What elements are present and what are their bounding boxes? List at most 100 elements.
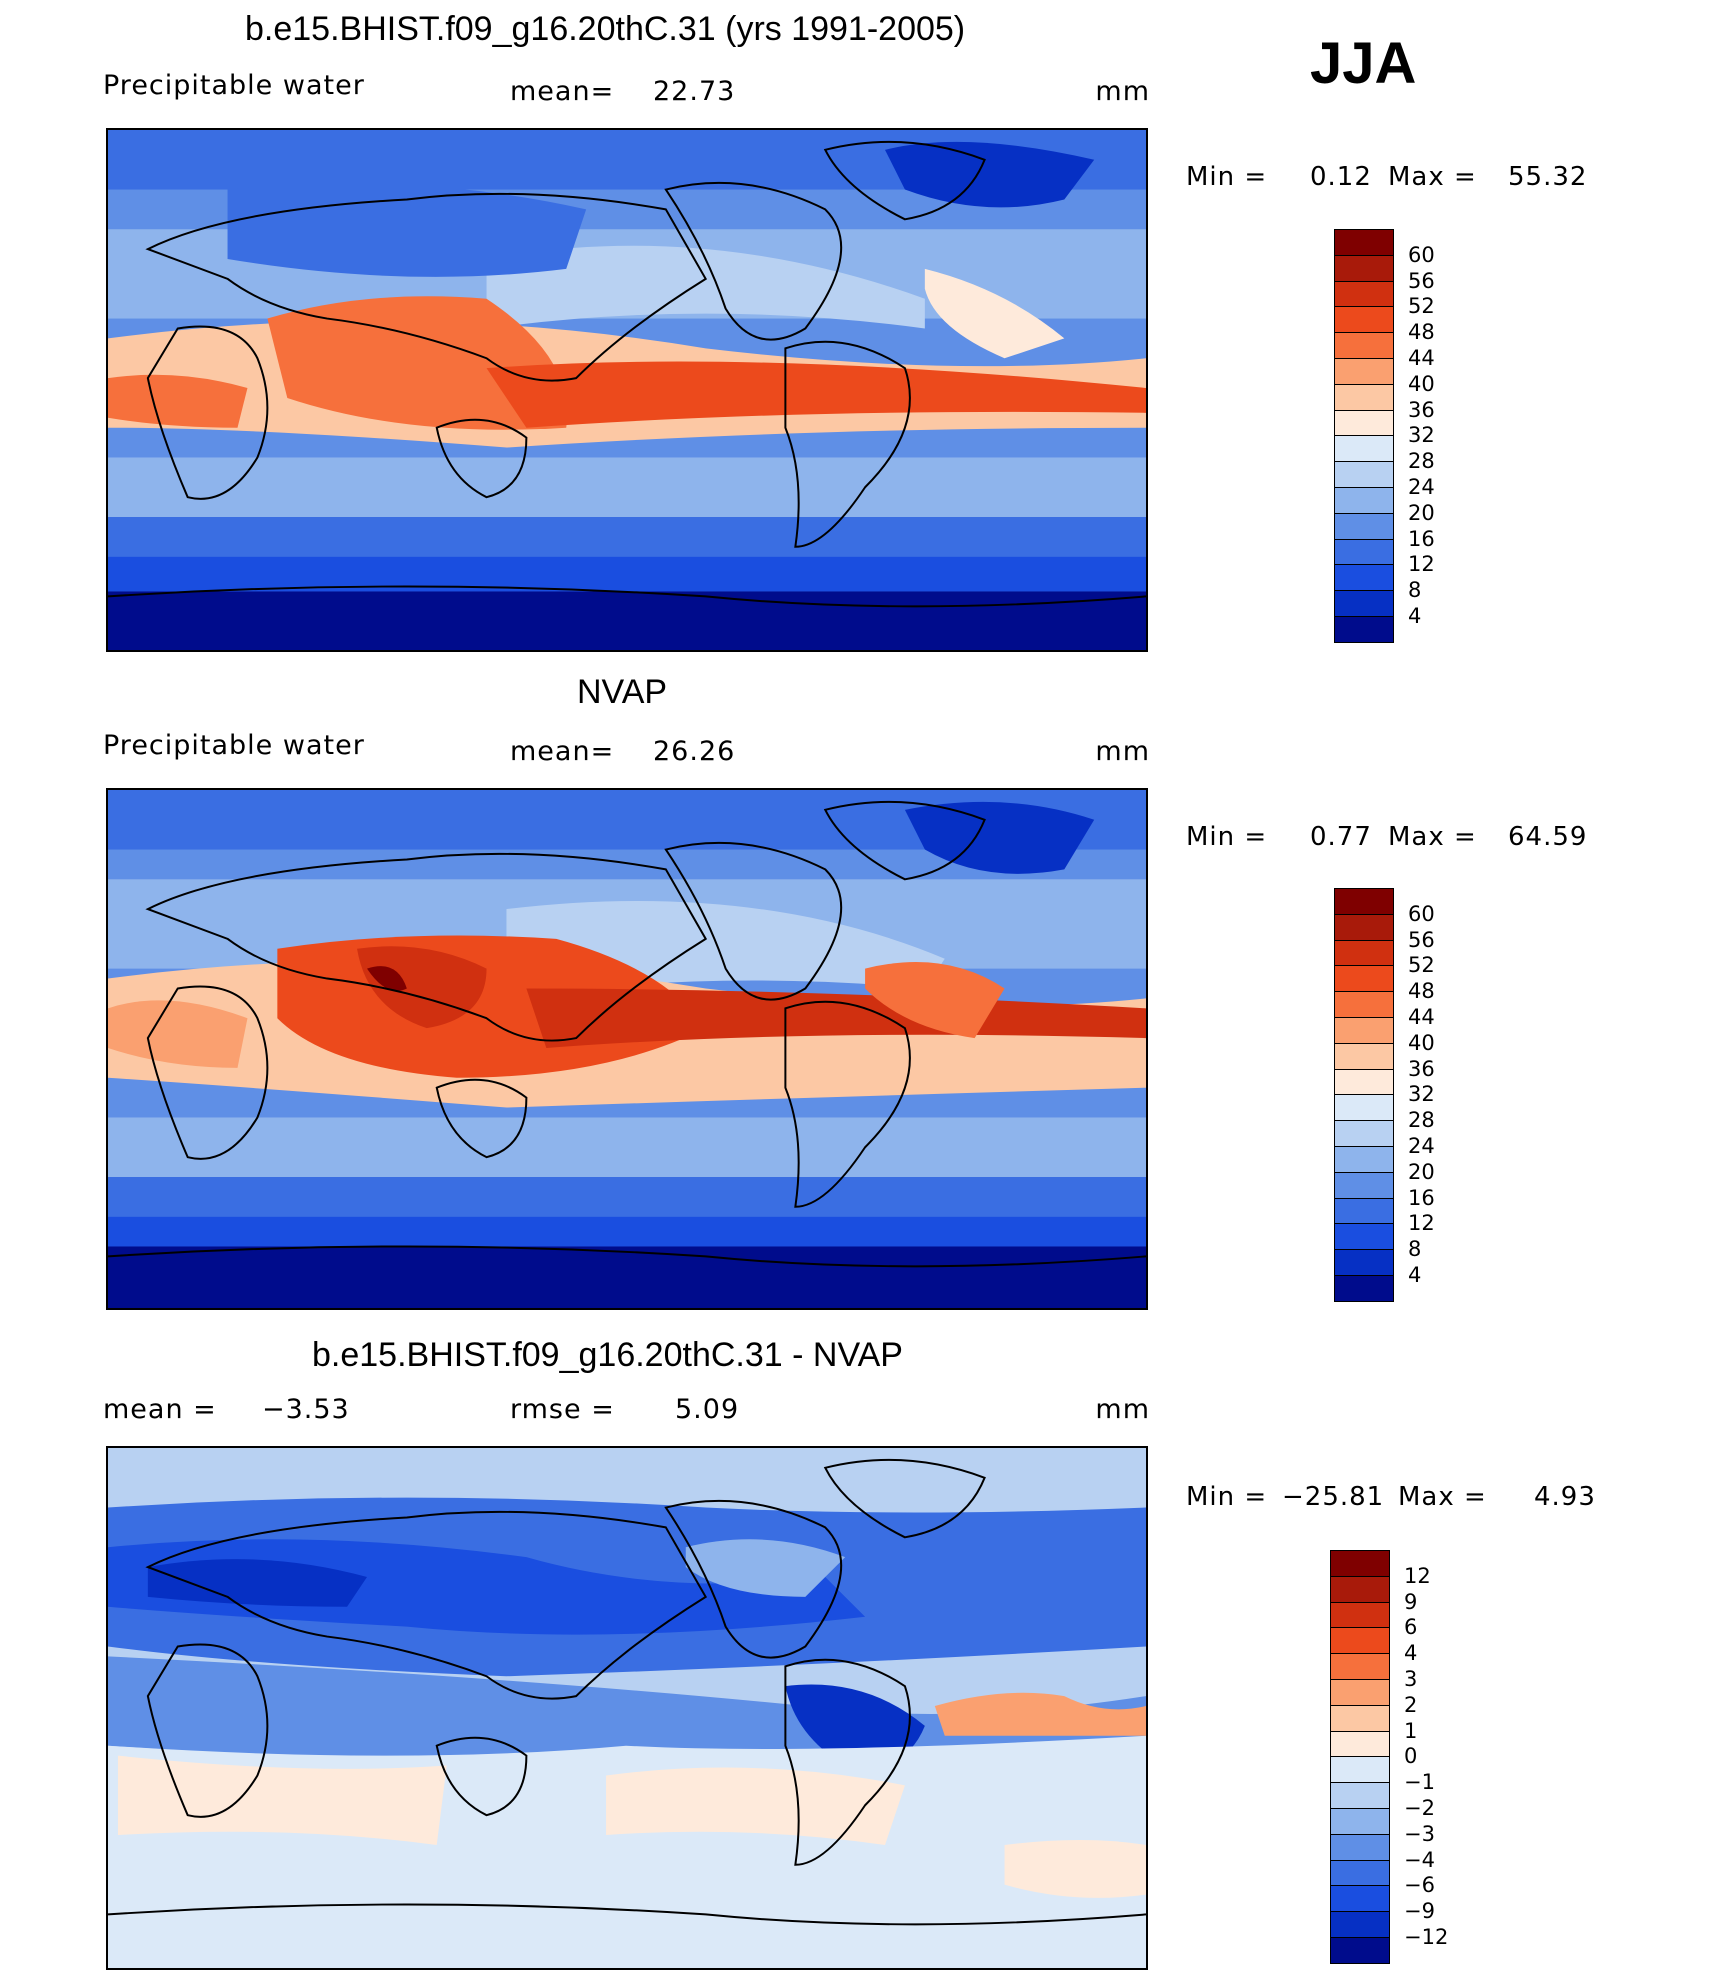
- colorbar-swatch: [1334, 229, 1394, 256]
- colorbar-swatch: [1334, 383, 1394, 411]
- colorbar-swatch: [1334, 358, 1394, 385]
- panel-1-min-label: Min =: [1186, 162, 1268, 192]
- colorbar-swatch: [1334, 512, 1394, 540]
- colorbar-swatch: [1334, 1249, 1394, 1276]
- panel-1-colorbar: 60 56 52 48 44 40 36 32 28 24 20 16 12 8 4: [0, 0, 1435, 643]
- colorbar-swatch: [1334, 1171, 1394, 1199]
- panel-1-units: mm: [1095, 76, 1150, 107]
- colorbar-tick-label: 28: [1408, 1108, 1435, 1133]
- colorbar-swatch: [1330, 1833, 1390, 1861]
- colorbar-swatch: [1334, 1042, 1394, 1070]
- colorbar-tick-label: 20: [1408, 500, 1435, 525]
- colorbar-tick-label: 56: [1408, 927, 1435, 952]
- colorbar-swatch: [1330, 1730, 1390, 1758]
- colorbar-tick-label: 12: [1408, 1211, 1435, 1236]
- colorbar-tick-label: 60: [1408, 901, 1435, 926]
- colorbar-swatch: [1334, 332, 1394, 359]
- colorbar-tick-label: −12: [1404, 1925, 1449, 1949]
- colorbar-tick-label: 4: [1408, 1263, 1422, 1287]
- colorbar-tick-label: 12: [1404, 1563, 1431, 1588]
- colorbar-swatch: [1334, 939, 1394, 967]
- colorbar-swatch: [1330, 1885, 1390, 1913]
- colorbar-tick-label: −2: [1404, 1796, 1435, 1820]
- colorbar-swatch: [1330, 1808, 1390, 1835]
- colorbar-tick-label: 4: [1404, 1641, 1418, 1666]
- colorbar-tick-label: −1: [1404, 1770, 1435, 1795]
- colorbar-tick-label: 52: [1408, 294, 1435, 319]
- panel-3-map-plot: [108, 1448, 1146, 1968]
- panel-3-max-value: 4.93: [1534, 1482, 1596, 1512]
- colorbar-swatch: [1330, 1550, 1390, 1577]
- colorbar-tick-label: 8: [1408, 1237, 1422, 1262]
- colorbar-swatch: [1334, 1068, 1394, 1096]
- panel-3-map: [106, 1446, 1148, 1970]
- colorbar-tick-label: 24: [1408, 1134, 1435, 1158]
- panel-3-mean-value: −3.53: [262, 1394, 350, 1425]
- colorbar-tick-label: 36: [1408, 1056, 1435, 1081]
- colorbar-tick-label: 56: [1408, 268, 1435, 293]
- colorbar-swatch: [1330, 1911, 1390, 1938]
- colorbar-tick-label: 48: [1408, 979, 1435, 1004]
- colorbar-swatch: [1330, 1653, 1390, 1680]
- colorbar-tick-label: 16: [1408, 1185, 1435, 1210]
- colorbar-swatch: [1330, 1782, 1390, 1809]
- panel-2-mean-value: 26.26: [653, 736, 736, 767]
- colorbar-tick-label: 8: [1408, 578, 1422, 603]
- panel-2-colorbar: 60 56 52 48 44 40 36 32 28 24 20 16 12 8 4: [0, 0, 1435, 1302]
- panel-2-map-plot: [108, 790, 1146, 1308]
- colorbar-swatch: [1334, 965, 1394, 993]
- colorbar-swatch: [1334, 590, 1394, 617]
- colorbar-tick-label: 20: [1408, 1159, 1435, 1184]
- colorbar-swatch: [1334, 616, 1394, 643]
- panel-1-title: b.e15.BHIST.f09_g16.20thC.31 (yrs 1991-2…: [245, 10, 966, 48]
- colorbar-tick-label: −4: [1404, 1847, 1435, 1872]
- colorbar-swatch: [1330, 1575, 1390, 1603]
- colorbar-swatch: [1334, 913, 1394, 941]
- colorbar-tick-label: −3: [1404, 1821, 1435, 1846]
- colorbar-tick-label: 3: [1404, 1667, 1418, 1691]
- panel-3-title: b.e15.BHIST.f09_g16.20thC.31 - NVAP: [312, 1336, 903, 1374]
- colorbar-swatch: [1334, 1223, 1394, 1251]
- panel-2-units: mm: [1095, 736, 1150, 767]
- colorbar-swatch: [1330, 1704, 1390, 1732]
- panel-2-title: NVAP: [577, 673, 668, 711]
- panel-1-map: [106, 128, 1148, 652]
- panel-1-mean-value: 22.73: [653, 76, 736, 107]
- colorbar-tick-label: 9: [1404, 1589, 1418, 1614]
- colorbar-swatch: [1334, 306, 1394, 334]
- colorbar-swatch: [1334, 1197, 1394, 1225]
- colorbar-tick-label: 6: [1404, 1615, 1418, 1640]
- colorbar-tick-label: 36: [1408, 397, 1435, 422]
- colorbar-swatch: [1334, 487, 1394, 514]
- colorbar-swatch: [1334, 1017, 1394, 1044]
- colorbar-swatch: [1330, 1756, 1390, 1784]
- panel-1-max-label: Max =: [1388, 162, 1477, 192]
- panel-3-min-value: −25.81: [1282, 1482, 1385, 1512]
- colorbar-tick-label: 4: [1408, 604, 1422, 628]
- colorbar-swatch: [1334, 1120, 1394, 1147]
- panel-1-variable: Precipitable water: [103, 70, 365, 101]
- colorbar-tick-label: 1: [1404, 1718, 1418, 1743]
- colorbar-tick-label: −6: [1404, 1873, 1435, 1898]
- colorbar-swatch: [1334, 1094, 1394, 1122]
- colorbar-swatch: [1334, 564, 1394, 592]
- colorbar-swatch: [1334, 1146, 1394, 1173]
- colorbar-swatch: [1330, 1937, 1390, 1964]
- panel-2-mean-label: mean=: [510, 736, 615, 767]
- panel-3-rmse-label: rmse =: [510, 1394, 615, 1425]
- panel-1-max-value: 55.32: [1508, 162, 1588, 192]
- panel-2-max-value: 64.59: [1508, 822, 1588, 852]
- colorbar-tick-label: −9: [1404, 1899, 1435, 1924]
- panel-2-max-label: Max =: [1388, 822, 1477, 852]
- colorbar-swatch: [1334, 991, 1394, 1018]
- colorbar-tick-label: 32: [1408, 1082, 1435, 1107]
- colorbar-swatch: [1334, 461, 1394, 488]
- panel-2-min-label: Min =: [1186, 822, 1268, 852]
- colorbar-tick-label: 32: [1408, 423, 1435, 448]
- colorbar-swatch: [1330, 1859, 1390, 1887]
- colorbar-swatch: [1334, 1275, 1394, 1302]
- colorbar-tick-label: 16: [1408, 526, 1435, 551]
- season-label: JJA: [1310, 31, 1417, 96]
- colorbar-tick-label: 28: [1408, 449, 1435, 474]
- colorbar-swatch: [1330, 1601, 1390, 1629]
